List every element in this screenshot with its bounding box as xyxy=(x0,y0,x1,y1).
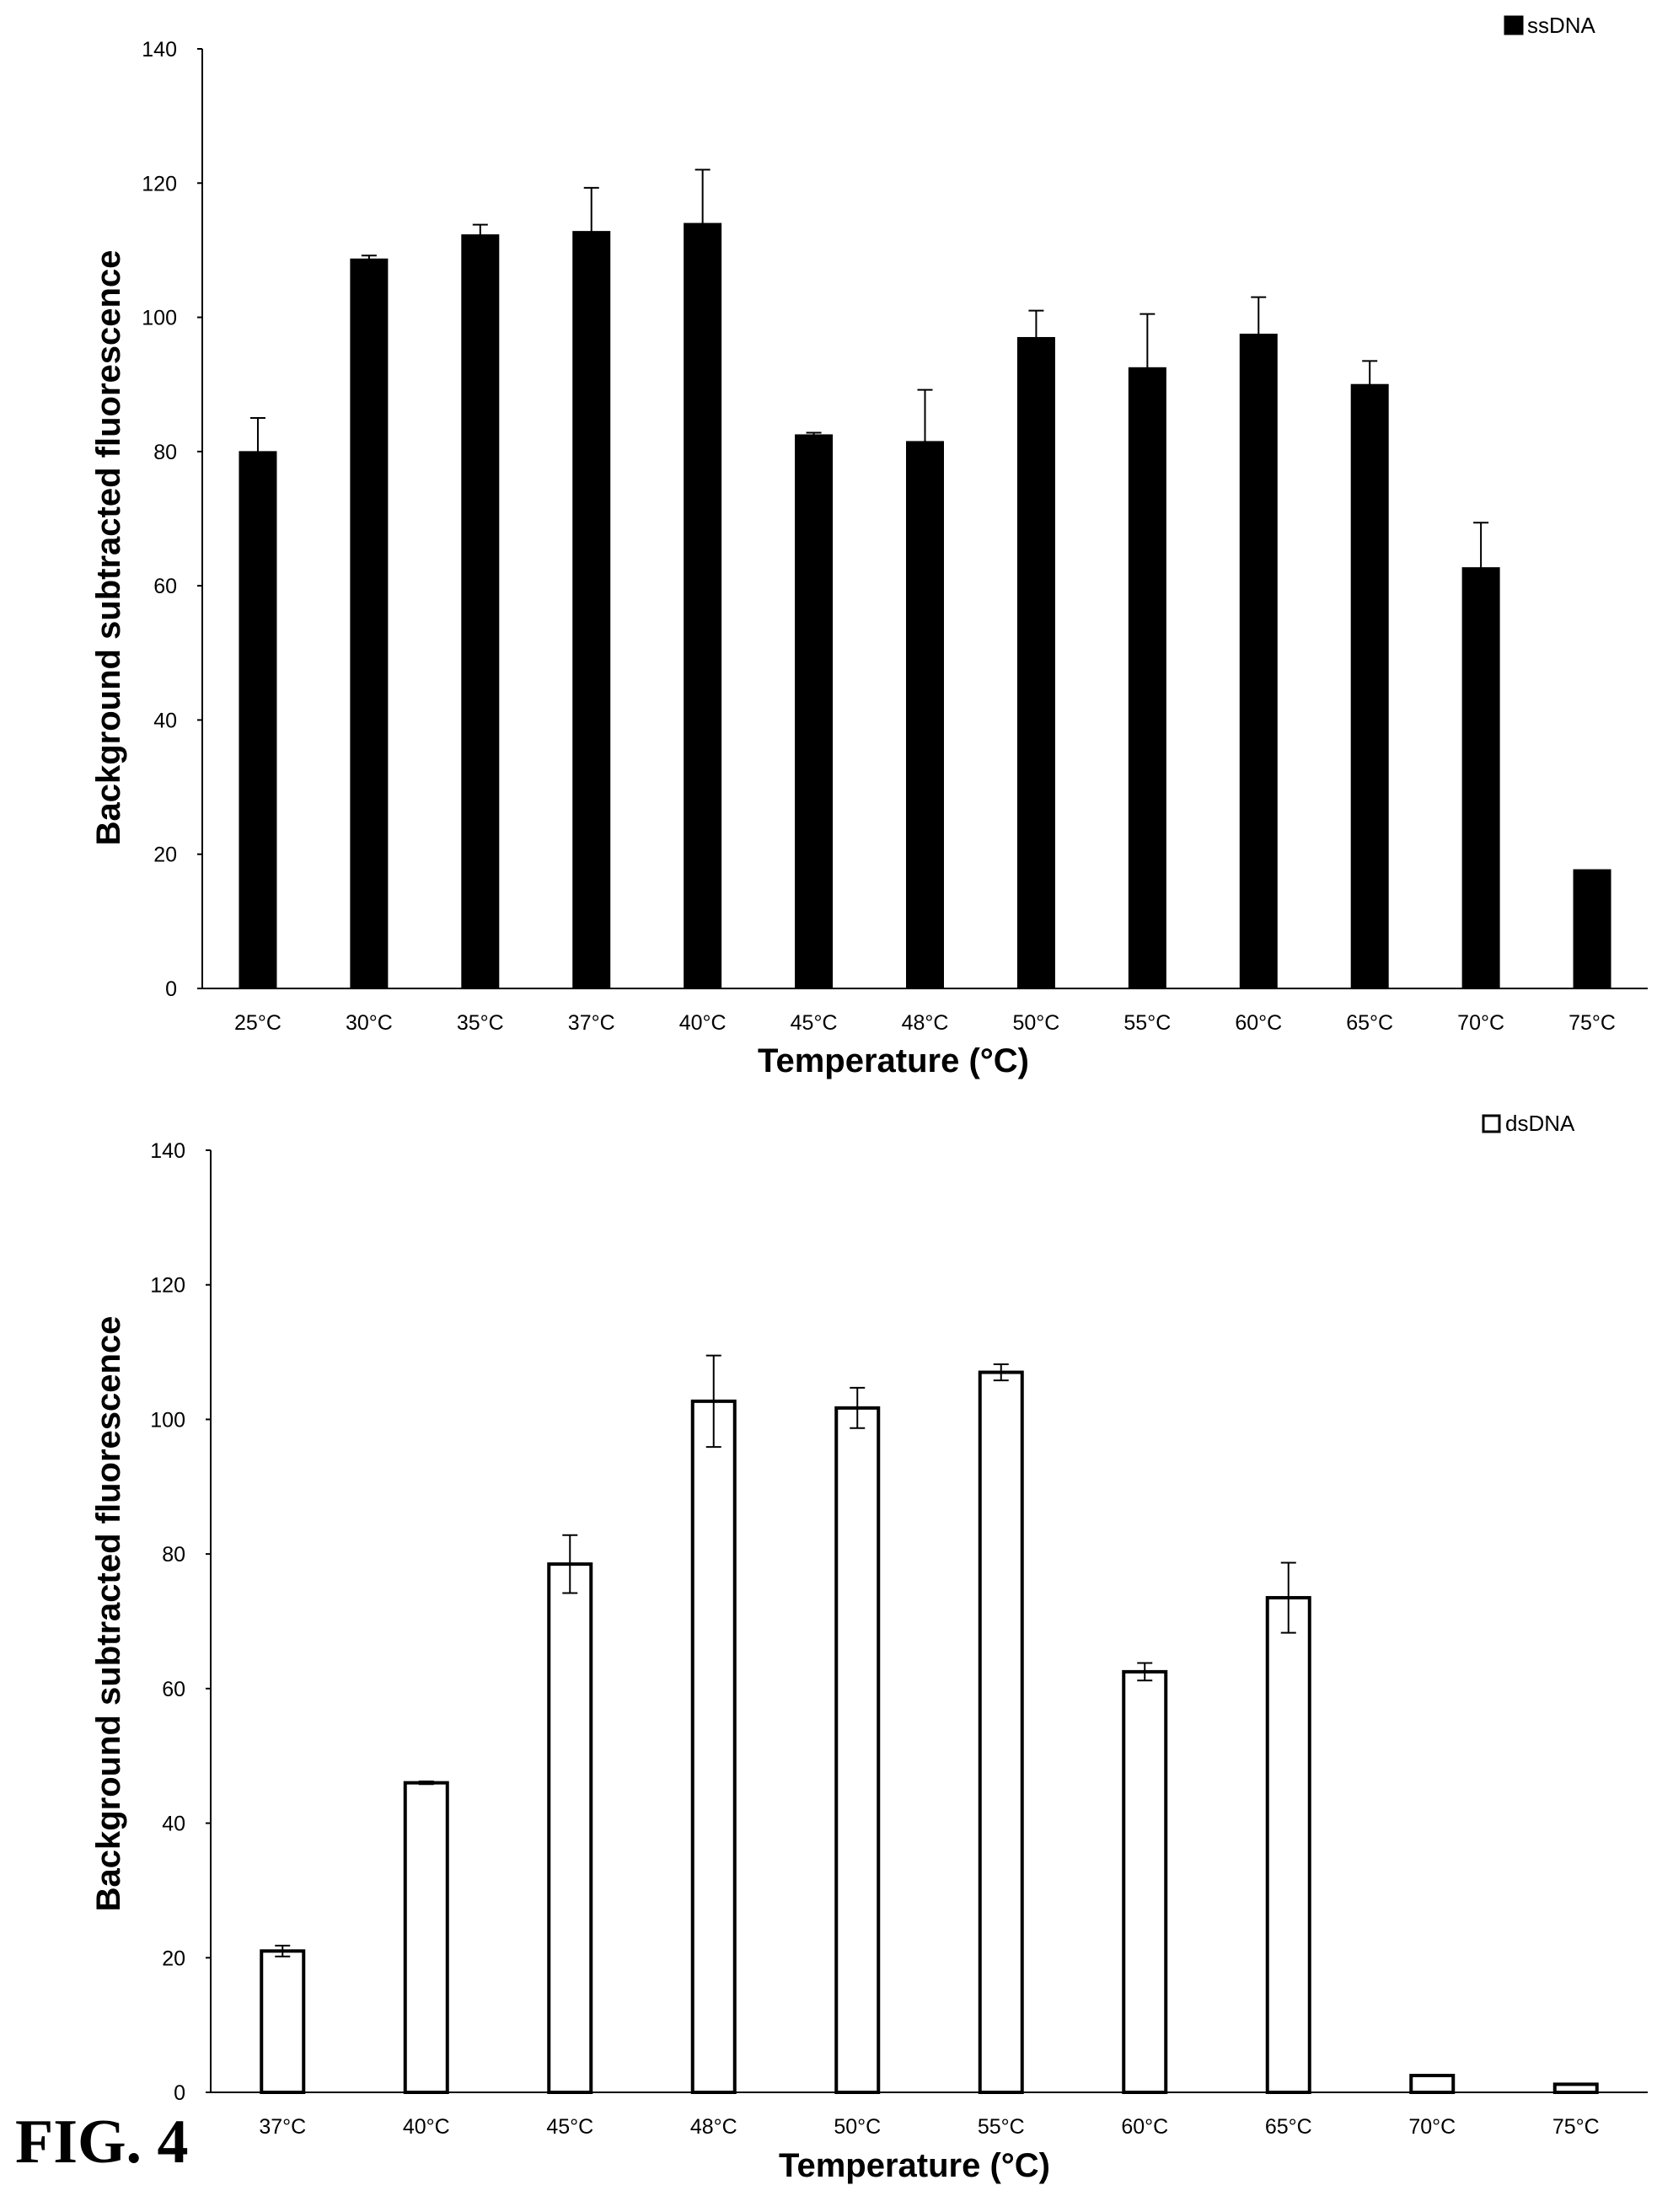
legend-label: dsDNA xyxy=(1505,1111,1575,1136)
bar xyxy=(1128,367,1166,989)
y-tick-label: 0 xyxy=(165,977,177,1001)
x-tick-label: 25°C xyxy=(234,1011,282,1035)
x-tick-label: 40°C xyxy=(679,1011,727,1035)
x-tick-label: 30°C xyxy=(346,1011,393,1035)
x-tick-label: 48°C xyxy=(690,2115,737,2139)
bar xyxy=(547,1562,593,2095)
y-tick-label: 100 xyxy=(142,307,177,330)
dsdna-bar-chart: 0 20 40 60 80 100 120 140 37°C 40°C 45°C 48°C 50°C 55… xyxy=(90,1111,1648,2184)
bar xyxy=(1239,333,1278,989)
x-tick-label: 70°C xyxy=(1408,2115,1456,2139)
x-tick-label: 37°C xyxy=(259,2115,306,2139)
x-tick-label: 45°C xyxy=(546,2115,593,2139)
y-axis-title: Background subtracted fluorescence xyxy=(90,1316,127,1912)
x-tick-label: 75°C xyxy=(1552,2115,1600,2139)
bar xyxy=(1552,2082,1599,2095)
x-tick-label: 40°C xyxy=(403,2115,450,2139)
y-tick-label: 20 xyxy=(162,1947,185,1970)
x-tick-label: 65°C xyxy=(1265,2115,1312,2139)
bar xyxy=(461,234,500,989)
legend-swatch xyxy=(1482,1114,1501,1133)
x-tick-label: 55°C xyxy=(978,2115,1025,2139)
x-tick-label: 50°C xyxy=(834,2115,881,2139)
bar xyxy=(1122,1669,1168,2094)
ssdna-bar-chart: 0 20 40 60 80 100 120 140 25°C 30°C 35°C 37°C 40°C 45… xyxy=(90,13,1648,1079)
x-tick-label: 35°C xyxy=(457,1011,504,1035)
x-tick-label: 55°C xyxy=(1123,1011,1171,1035)
x-tick-label: 75°C xyxy=(1568,1011,1616,1035)
y-tick-label: 100 xyxy=(150,1408,185,1432)
figure-label: FIG. 4 xyxy=(15,2108,189,2177)
x-tick-label: 48°C xyxy=(902,1011,949,1035)
bar xyxy=(1573,869,1611,989)
y-tick-label: 0 xyxy=(174,2081,185,2105)
x-tick-label: 37°C xyxy=(568,1011,615,1035)
x-axis-title: Temperature (°C) xyxy=(758,1042,1029,1079)
y-tick-label: 40 xyxy=(153,709,177,732)
bar xyxy=(795,434,834,989)
y-tick-label: 60 xyxy=(162,1678,185,1701)
bar xyxy=(260,1949,306,2095)
x-axis-title: Temperature (°C) xyxy=(779,2147,1050,2184)
bar xyxy=(239,451,277,989)
bar xyxy=(1265,1596,1311,2095)
y-axis-title: Background subtracted fluorescence xyxy=(90,250,127,846)
x-tick-label: 45°C xyxy=(791,1011,838,1035)
bar xyxy=(1350,383,1389,989)
bar xyxy=(403,1781,449,2095)
bar xyxy=(1016,336,1055,989)
legend-label: ssDNA xyxy=(1527,13,1596,38)
x-tick-label: 50°C xyxy=(1012,1011,1059,1035)
bar xyxy=(690,1399,737,2095)
x-tick-label: 70°C xyxy=(1457,1011,1504,1035)
bar xyxy=(1461,567,1500,989)
legend-swatch xyxy=(1504,15,1524,35)
y-tick-label: 140 xyxy=(142,38,177,62)
bar xyxy=(572,231,611,989)
y-tick-label: 120 xyxy=(150,1274,185,1298)
y-tick-label: 140 xyxy=(150,1139,185,1163)
y-tick-label: 120 xyxy=(142,172,177,195)
y-tick-label: 20 xyxy=(153,844,177,867)
x-tick-label: 60°C xyxy=(1121,2115,1168,2139)
bar xyxy=(1409,2074,1456,2094)
bar xyxy=(906,441,944,989)
y-tick-label: 40 xyxy=(162,1813,185,1836)
x-tick-label: 60°C xyxy=(1235,1011,1282,1035)
y-tick-label: 60 xyxy=(153,575,177,598)
bar xyxy=(350,258,389,989)
y-tick-label: 80 xyxy=(153,441,177,464)
bar xyxy=(684,222,722,989)
x-tick-label: 65°C xyxy=(1346,1011,1393,1035)
bar xyxy=(978,1370,1024,2094)
bar xyxy=(834,1406,881,2095)
y-tick-label: 80 xyxy=(162,1543,185,1567)
